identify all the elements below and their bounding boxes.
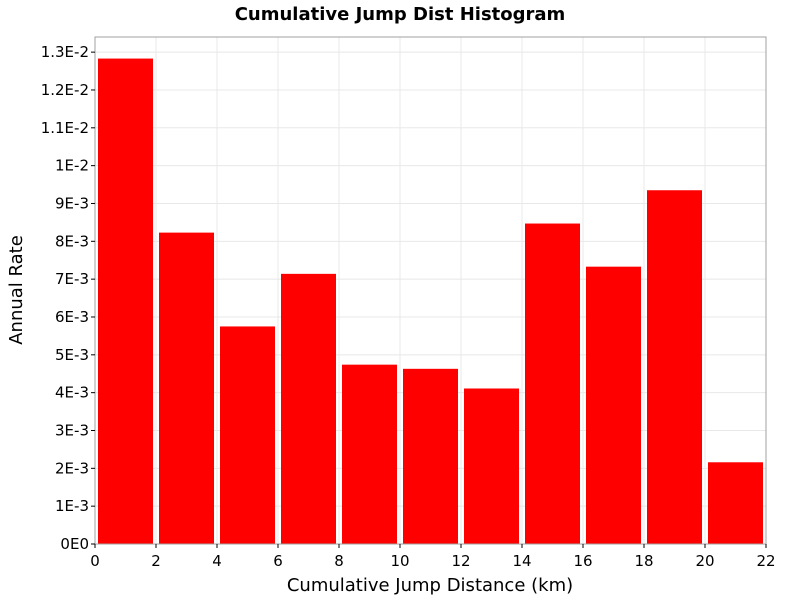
x-tick-label: 6 [273, 552, 283, 570]
x-tick-label: 16 [573, 552, 592, 570]
y-tick-label: 1.3E-2 [41, 43, 89, 61]
bar [342, 364, 397, 544]
plot-frame [94, 36, 767, 545]
y-tick-label: 2E-3 [55, 459, 89, 477]
y-tick-label: 4E-3 [55, 384, 89, 402]
x-tick-label: 8 [334, 552, 344, 570]
x-axis-ticks: 0 2 4 6 8 10 12 14 16 18 20 22 [90, 544, 776, 570]
bar [586, 266, 641, 544]
y-tick-label: 1E-3 [55, 497, 89, 515]
y-tick-label: 1.1E-2 [41, 119, 89, 137]
x-tick-label: 20 [695, 552, 714, 570]
bar [281, 273, 336, 544]
x-tick-label: 18 [634, 552, 653, 570]
bar [525, 223, 580, 545]
x-axis-label: Cumulative Jump Distance (km) [287, 575, 573, 596]
x-tick-label: 4 [212, 552, 222, 570]
chart-title: Cumulative Jump Dist Histogram [235, 4, 566, 25]
bar [220, 326, 275, 544]
y-tick-label: 8E-3 [55, 232, 89, 250]
bar [98, 58, 153, 545]
y-tick-label: 1.2E-2 [41, 81, 89, 99]
bar [159, 232, 214, 544]
y-tick-label: 6E-3 [55, 308, 89, 326]
y-tick-label: 5E-3 [55, 346, 89, 364]
x-tick-label: 2 [151, 552, 161, 570]
y-tick-label: 3E-3 [55, 421, 89, 439]
bar [464, 388, 519, 544]
bar [647, 190, 702, 544]
bar [708, 462, 763, 544]
x-tick-label: 0 [90, 552, 100, 570]
bars [98, 58, 763, 545]
bar [403, 368, 458, 544]
y-tick-label: 9E-3 [55, 194, 89, 212]
x-tick-label: 22 [756, 552, 775, 570]
y-tick-label: 0E0 [60, 535, 89, 553]
x-tick-label: 14 [512, 552, 531, 570]
y-tick-label: 1E-2 [55, 157, 89, 175]
y-axis-ticks: 0E0 1E-3 2E-3 3E-3 4E-3 5E-3 6E-3 7E-3 8E-3 9E-3 1… [41, 43, 95, 553]
x-tick-label: 10 [390, 552, 409, 570]
y-tick-label: 7E-3 [55, 270, 89, 288]
y-axis-label: Annual Rate [6, 235, 27, 345]
x-tick-label: 12 [451, 552, 470, 570]
